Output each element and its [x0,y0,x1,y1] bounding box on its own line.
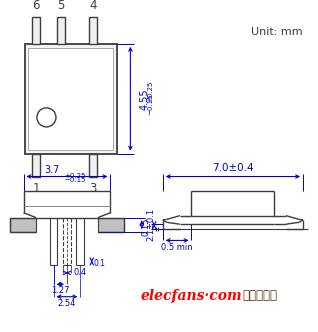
Text: 0.15: 0.15 [142,217,150,236]
Text: 0.5 min: 0.5 min [161,243,193,252]
Text: 4: 4 [89,0,97,12]
Text: −0.15: −0.15 [148,94,154,115]
Bar [57,17,65,44]
Text: 3.7: 3.7 [44,165,59,175]
Text: 2.54: 2.54 [58,298,76,308]
Text: 3: 3 [89,182,97,195]
Text: +0.25: +0.25 [64,173,86,179]
Text: 电子发烧友: 电子发烧友 [243,289,278,302]
Text: 7.0±0.4: 7.0±0.4 [212,163,254,173]
Text: +0.25: +0.25 [148,80,154,102]
Text: 0.4: 0.4 [74,268,87,277]
Text: 1.27: 1.27 [51,286,70,295]
Text: 4.55: 4.55 [140,88,150,110]
Bar [89,154,97,178]
Bar [28,48,113,150]
Bar [10,217,36,232]
Text: 5: 5 [57,0,65,12]
Bar [32,154,40,178]
Text: −0.15: −0.15 [64,178,86,184]
Bar [24,44,117,154]
Bar [32,17,40,44]
Text: 6: 6 [32,0,40,12]
Text: elecfans·com: elecfans·com [141,289,242,303]
Text: 2.1±0.1: 2.1±0.1 [147,208,156,241]
Bar [89,17,97,44]
Bar [98,217,124,232]
Text: 1: 1 [32,182,40,195]
Text: 0.1: 0.1 [94,259,106,268]
Text: Unit: mm: Unit: mm [252,27,303,37]
